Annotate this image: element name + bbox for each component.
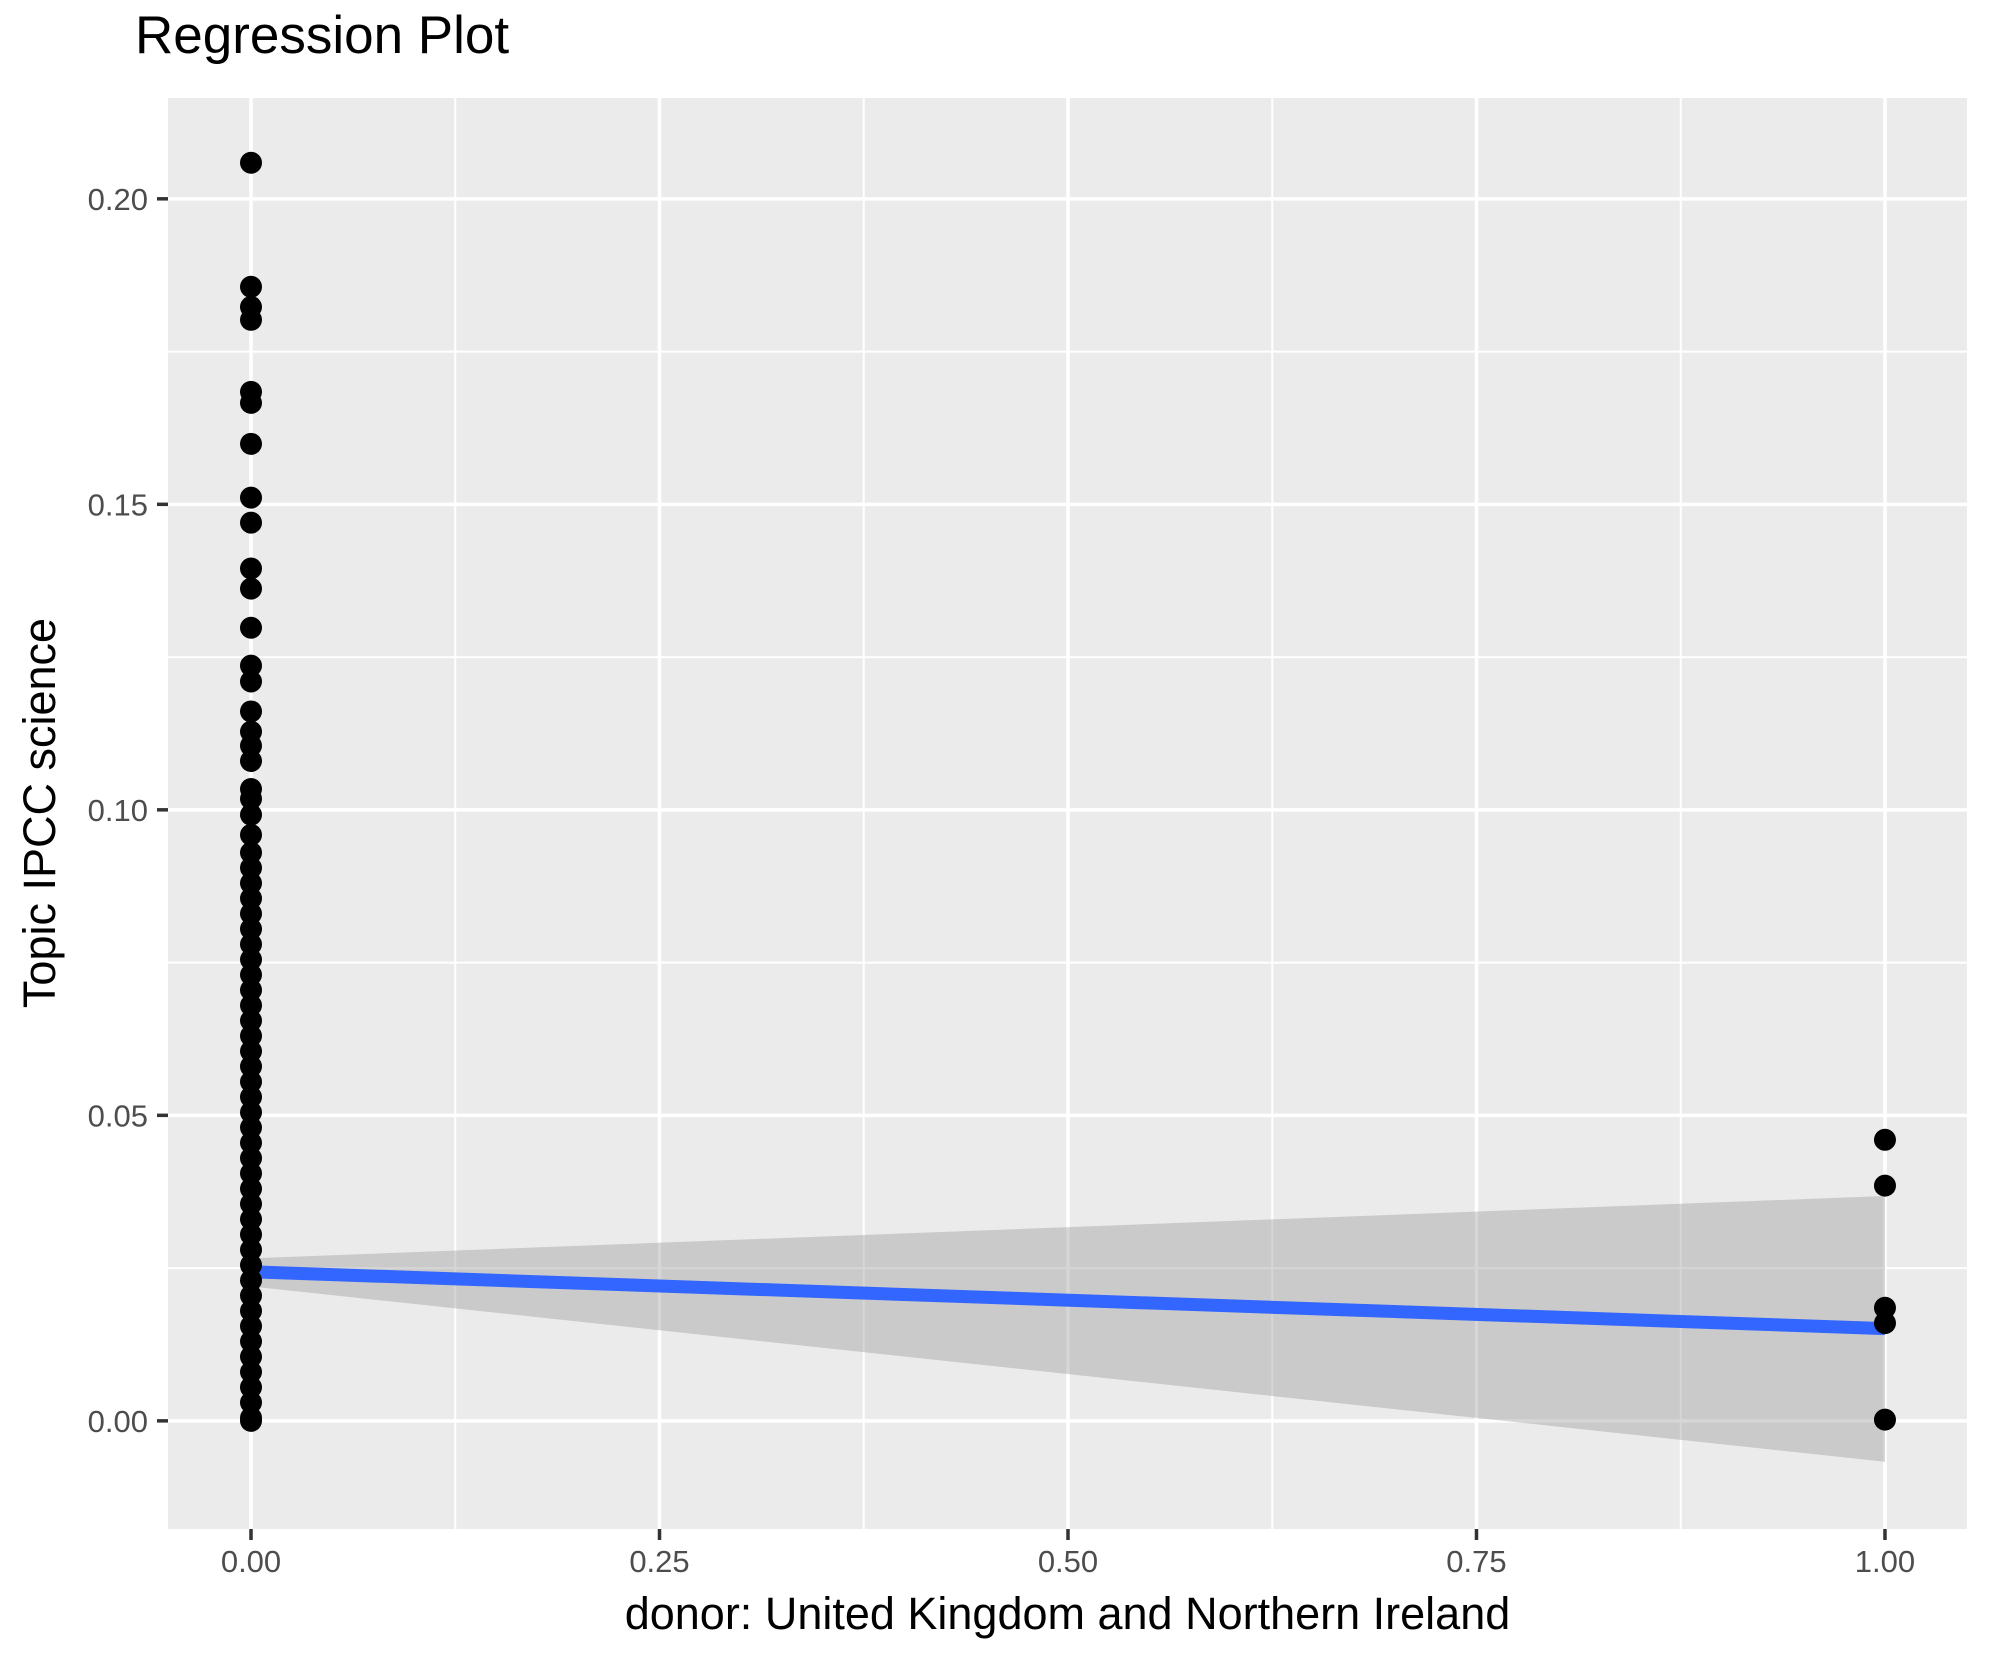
y-tick-label: 0.15	[88, 487, 148, 522]
data-point	[240, 1131, 263, 1154]
data-point	[240, 616, 263, 639]
data-point	[240, 1284, 263, 1307]
data-point	[240, 670, 263, 693]
x-tick-label: 0.25	[629, 1544, 689, 1579]
plot-title: Regression Plot	[135, 6, 510, 65]
x-tick-label: 1.00	[1855, 1544, 1915, 1579]
y-tick-label: 0.00	[88, 1404, 148, 1439]
data-point	[240, 823, 263, 846]
x-axis-title: donor: United Kingdom and Northern Irela…	[624, 1588, 1511, 1639]
data-point	[240, 902, 263, 925]
y-axis-title: Topic IPCC science	[14, 617, 65, 1009]
data-point	[240, 994, 263, 1017]
scatter-points	[240, 151, 1896, 1432]
data-point	[240, 1177, 263, 1200]
x-tick-label: 0.75	[1446, 1544, 1506, 1579]
regression-line	[250, 1265, 1886, 1336]
data-point	[240, 1360, 263, 1383]
data-point	[240, 1101, 263, 1124]
data-point	[240, 1409, 263, 1432]
data-point	[240, 486, 263, 509]
y-tick-labels: 0.00 0.05 0.10 0.15 0.20	[88, 182, 148, 1439]
data-point	[240, 1223, 263, 1246]
x-tick-label: 0.00	[221, 1544, 281, 1579]
data-point	[240, 275, 263, 298]
x-tick-label: 0.50	[1038, 1544, 1098, 1579]
data-point	[240, 654, 263, 677]
data-point	[240, 841, 263, 864]
data-point	[240, 700, 263, 723]
data-point	[240, 1391, 263, 1414]
data-point	[240, 1345, 263, 1368]
data-point	[240, 1070, 263, 1093]
data-point	[240, 872, 263, 895]
data-point	[240, 1315, 263, 1338]
data-point	[240, 917, 263, 940]
data-point	[240, 1162, 263, 1185]
axis-ticks	[157, 197, 1887, 1540]
data-point	[1873, 1296, 1896, 1319]
data-point	[240, 1147, 263, 1170]
data-point	[240, 1024, 263, 1047]
data-point	[240, 749, 263, 772]
data-point	[240, 308, 263, 331]
data-point	[240, 432, 263, 455]
data-point	[1873, 1312, 1896, 1335]
data-point	[240, 887, 263, 910]
data-point	[240, 1299, 263, 1322]
data-point	[240, 1238, 263, 1261]
y-tick-label: 0.20	[88, 182, 148, 217]
data-point	[240, 1040, 263, 1063]
confidence-ribbon	[251, 1195, 1885, 1462]
data-point	[240, 979, 263, 1002]
data-point	[240, 734, 263, 757]
data-point	[240, 511, 263, 534]
data-point	[240, 1254, 263, 1277]
data-point	[240, 948, 263, 971]
data-point	[1873, 1128, 1896, 1151]
data-point	[240, 1330, 263, 1353]
data-point	[240, 803, 263, 826]
data-point	[1873, 1174, 1896, 1197]
data-point	[240, 1269, 263, 1292]
data-point	[240, 1208, 263, 1231]
data-point	[240, 1376, 263, 1399]
data-point	[240, 933, 263, 956]
x-tick-labels: 0.00 0.25 0.50 0.75 1.00	[221, 1544, 1915, 1579]
data-point	[240, 1009, 263, 1032]
data-point	[240, 557, 263, 580]
data-point	[240, 856, 263, 879]
y-tick-label: 0.05	[88, 1098, 148, 1133]
data-point	[240, 1086, 263, 1109]
data-point	[240, 391, 263, 414]
data-point	[1873, 1408, 1896, 1431]
data-point	[240, 787, 263, 810]
data-point	[240, 963, 263, 986]
data-point	[240, 151, 263, 174]
y-tick-label: 0.10	[88, 793, 148, 828]
data-point	[240, 1116, 263, 1139]
data-point	[240, 1055, 263, 1078]
data-point	[240, 577, 263, 600]
data-point	[240, 1192, 263, 1215]
